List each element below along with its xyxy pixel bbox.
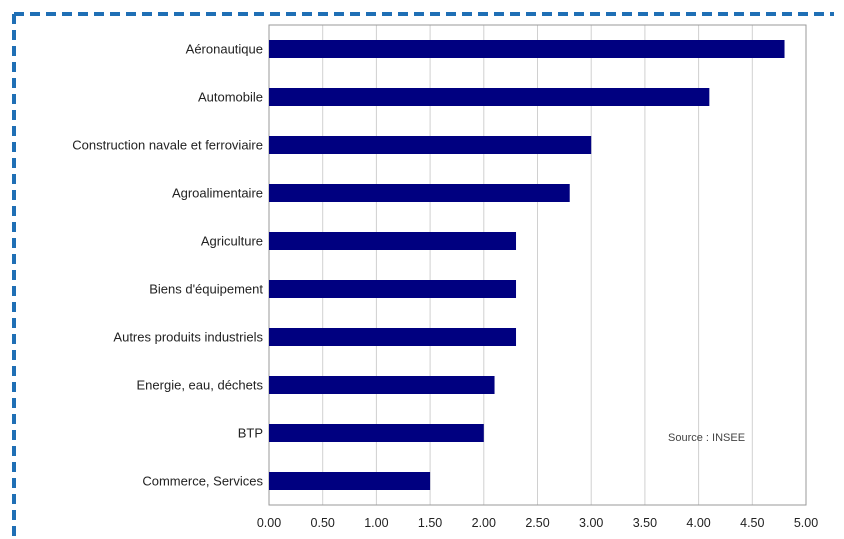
bar xyxy=(269,232,517,250)
bar xyxy=(269,424,484,442)
bar xyxy=(269,280,517,298)
bar xyxy=(269,136,592,154)
x-tick-labels: 0.00 0.50 1.00 1.50 2.00 2.50 3.00 3.50 4.00 4.50… xyxy=(257,516,818,530)
bar xyxy=(269,88,710,106)
bar xyxy=(269,472,431,490)
x-tick-label: 1.50 xyxy=(418,516,442,530)
category-label: Energie, eau, déchets xyxy=(137,378,264,393)
x-tick-label: 0.00 xyxy=(257,516,281,530)
category-label: Autres produits industriels xyxy=(113,330,263,345)
plot-area xyxy=(268,24,807,506)
category-label: BTP xyxy=(238,426,263,441)
category-label: Construction navale et ferroviaire xyxy=(72,138,263,153)
bar xyxy=(269,376,495,394)
category-label: Agriculture xyxy=(201,234,263,249)
x-tick-label: 4.00 xyxy=(686,516,710,530)
bar xyxy=(269,184,570,202)
bar xyxy=(269,40,785,58)
x-tick-label: 1.00 xyxy=(364,516,388,530)
category-label: Aéronautique xyxy=(186,42,263,57)
category-label: Automobile xyxy=(198,90,263,105)
category-label: Biens d'équipement xyxy=(149,282,263,297)
x-tick-label: 4.50 xyxy=(740,516,764,530)
x-tick-label: 0.50 xyxy=(311,516,335,530)
bars-group xyxy=(269,40,785,490)
category-label: Commerce, Services xyxy=(142,474,263,489)
x-tick-label: 2.50 xyxy=(525,516,549,530)
x-tick-label: 2.00 xyxy=(472,516,496,530)
bar xyxy=(269,328,517,346)
source-annotation: Source : INSEE xyxy=(668,432,745,444)
category-labels: Aéronautique Automobile Construction naval… xyxy=(72,42,263,489)
category-label: Agroalimentaire xyxy=(172,186,263,201)
x-tick-label: 5.00 xyxy=(794,516,818,530)
x-tick-label: 3.50 xyxy=(633,516,657,530)
x-tick-label: 3.00 xyxy=(579,516,603,530)
